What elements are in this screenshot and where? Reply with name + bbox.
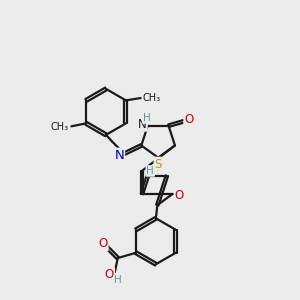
Text: O: O [105,268,114,281]
Text: H: H [143,113,151,123]
Text: O: O [175,189,184,202]
Text: H: H [115,275,122,285]
Text: O: O [98,237,108,250]
Text: N: N [114,149,124,162]
Text: CH₃: CH₃ [143,93,161,103]
Text: O: O [184,113,194,126]
Text: S: S [154,158,162,171]
Text: CH₃: CH₃ [51,122,69,132]
Text: N: N [138,118,147,131]
Text: H: H [146,166,154,176]
